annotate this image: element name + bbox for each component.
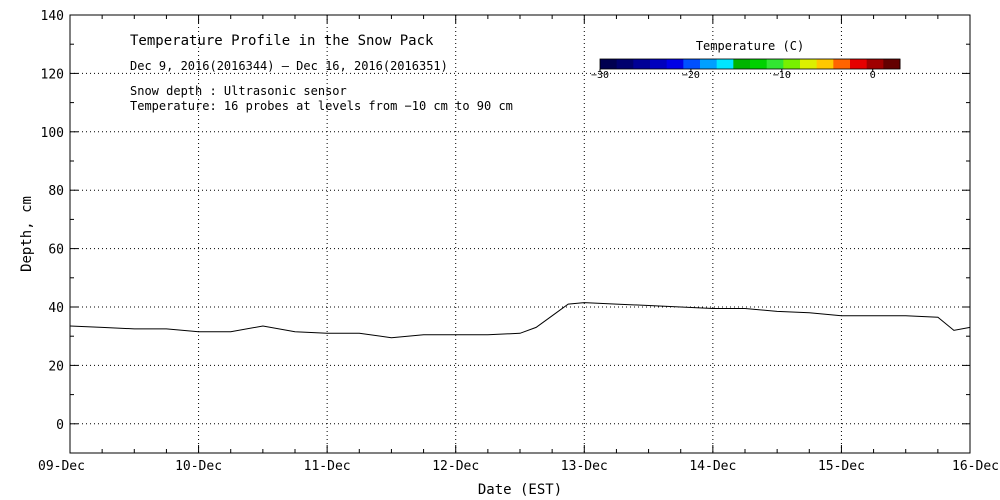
colorbar-cell — [800, 59, 818, 69]
y-tick-label: 0 — [56, 418, 64, 433]
colorbar-frame — [599, 58, 901, 70]
plot-frame — [69, 14, 971, 454]
colorbar-title: Temperature (C) — [696, 39, 804, 53]
y-tick-labels: 0 20 40 60 80 100 120 140 — [41, 9, 64, 433]
colorbar-cell — [766, 59, 784, 69]
colorbar-cell — [783, 59, 801, 69]
note-snow-depth: Snow depth : Ultrasonic sensor — [130, 84, 347, 98]
colorbar-tick-label: 0 — [870, 70, 876, 81]
colorbar-cell — [866, 59, 884, 69]
snow-depth-line — [69, 302, 971, 339]
y-tick-label: 80 — [48, 184, 64, 199]
colorbar-cell — [883, 59, 901, 69]
x-tick-label: 09-Dec — [38, 459, 85, 474]
x-tick-label: 11-Dec — [304, 459, 351, 474]
chart-subtitle: Dec 9, 2016(2016344) — Dec 16, 2016(2016… — [130, 59, 448, 73]
colorbar-cell — [733, 59, 751, 69]
x-tick-label: 15-Dec — [818, 459, 865, 474]
y-tick-label: 40 — [48, 301, 64, 316]
colorbar-cell — [700, 59, 718, 69]
x-tick-label: 16-Dec — [952, 459, 999, 474]
x-tick-labels: 09-Dec 10-Dec 11-Dec 12-Dec 13-Dec 14-Dec 15-D… — [38, 459, 999, 474]
x-tick-label: 13-Dec — [561, 459, 608, 474]
colorbar: Temperature (C) −30 −20 −10 0 — [591, 39, 901, 81]
chart-title: Temperature Profile in the Snow Pack — [130, 33, 434, 49]
note-temperature: Temperature: 16 probes at levels from −1… — [130, 99, 513, 113]
colorbar-cell — [600, 59, 618, 69]
series-layer — [69, 302, 971, 339]
x-tick-label: 14-Dec — [689, 459, 736, 474]
x-tick-label: 12-Dec — [432, 459, 479, 474]
colorbar-cell — [650, 59, 668, 69]
colorbar-tick-label: −20 — [682, 70, 700, 81]
y-axis-title: Depth, cm — [19, 196, 35, 272]
colorbar-cell — [616, 59, 634, 69]
y-tick-label: 100 — [41, 126, 64, 141]
axis-ticks — [69, 14, 971, 454]
colorbar-cell — [666, 59, 684, 69]
y-tick-label: 120 — [41, 67, 64, 82]
colorbar-cell — [833, 59, 851, 69]
colorbar-cell — [750, 59, 768, 69]
colorbar-cell — [816, 59, 834, 69]
colorbar-tick-label: −10 — [773, 70, 791, 81]
colorbar-cell — [683, 59, 701, 69]
y-tick-label: 20 — [48, 359, 64, 374]
y-tick-label: 60 — [48, 243, 64, 258]
colorbar-cells — [599, 58, 901, 70]
colorbar-cell — [850, 59, 868, 69]
y-tick-label: 140 — [41, 9, 64, 24]
grid — [70, 14, 970, 453]
colorbar-cell — [716, 59, 734, 69]
colorbar-tick-label: −30 — [591, 70, 609, 81]
colorbar-cell — [633, 59, 651, 69]
x-axis-title: Date (EST) — [478, 482, 562, 498]
x-tick-label: 10-Dec — [175, 459, 222, 474]
colorbar-labels: −30 −20 −10 0 — [591, 69, 876, 81]
